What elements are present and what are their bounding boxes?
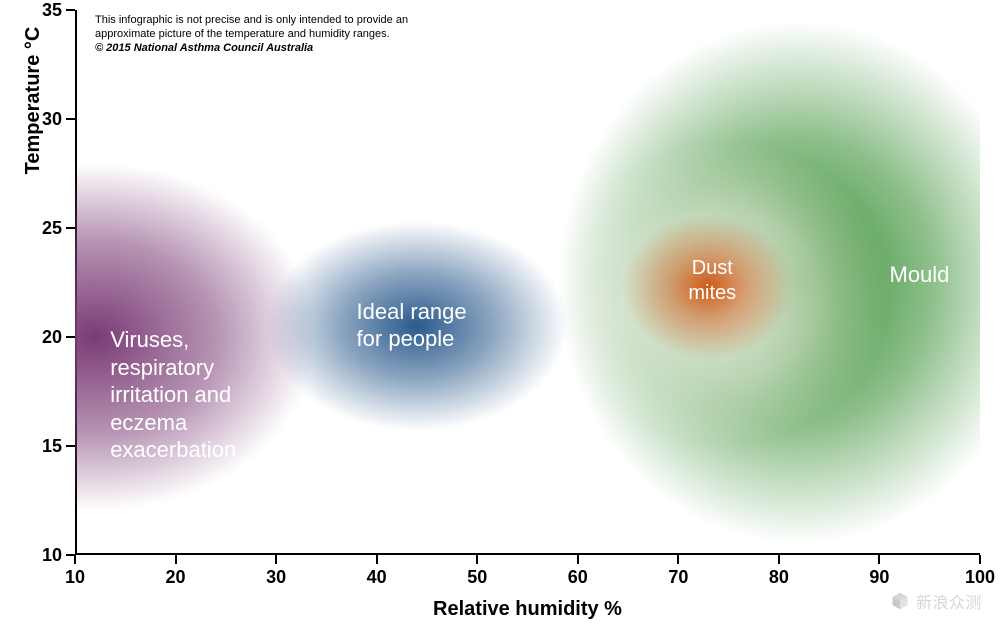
x-tick-label: 80 — [759, 568, 799, 586]
x-tick — [577, 555, 579, 564]
y-tick-label: 15 — [42, 437, 62, 455]
x-tick — [878, 555, 880, 564]
region-label-mould: Mould — [890, 261, 950, 289]
region-label-ideal: Ideal rangefor people — [357, 298, 467, 353]
x-tick-label: 60 — [558, 568, 598, 586]
x-tick — [778, 555, 780, 564]
x-tick-label: 10 — [55, 568, 95, 586]
region-label-mites: Dustmites — [688, 256, 736, 306]
x-tick-label: 40 — [357, 568, 397, 586]
x-tick — [175, 555, 177, 564]
x-tick-label: 50 — [457, 568, 497, 586]
x-tick-label: 100 — [960, 568, 1000, 586]
x-tick-label: 70 — [658, 568, 698, 586]
y-tick-label: 10 — [42, 546, 62, 564]
x-tick — [476, 555, 478, 564]
x-axis-line — [75, 553, 980, 555]
x-tick — [74, 555, 76, 564]
x-axis-title: Relative humidity % — [75, 598, 980, 621]
y-tick-label: 25 — [42, 219, 62, 237]
y-tick — [66, 9, 75, 11]
y-tick — [66, 227, 75, 229]
y-tick — [66, 445, 75, 447]
chart-container: Relative humidity % Temperature °C This … — [0, 0, 1000, 625]
watermark: 新浪众测 — [890, 589, 982, 613]
x-tick-label: 90 — [859, 568, 899, 586]
x-tick-label: 20 — [156, 568, 196, 586]
plot-area — [75, 10, 980, 555]
x-tick-label: 30 — [256, 568, 296, 586]
region-label-viruses: Viruses,respiratoryirritation andeczemae… — [110, 326, 236, 464]
x-tick — [376, 555, 378, 564]
y-tick-label: 30 — [42, 110, 62, 128]
y-tick-label: 35 — [42, 1, 62, 19]
y-tick — [66, 336, 75, 338]
y-axis-title: Temperature °C — [22, 0, 45, 373]
x-tick — [979, 555, 981, 564]
cube-icon — [890, 591, 910, 611]
disclaimer-line: approximate picture of the temperature a… — [95, 28, 408, 42]
x-tick — [677, 555, 679, 564]
y-tick — [66, 118, 75, 120]
watermark-text: 新浪众测 — [916, 589, 982, 613]
y-tick-label: 20 — [42, 328, 62, 346]
x-tick — [275, 555, 277, 564]
disclaimer-text: This infographic is not precise and is o… — [95, 14, 408, 55]
disclaimer-line: © 2015 National Asthma Council Australia — [95, 42, 408, 56]
disclaimer-line: This infographic is not precise and is o… — [95, 14, 408, 28]
